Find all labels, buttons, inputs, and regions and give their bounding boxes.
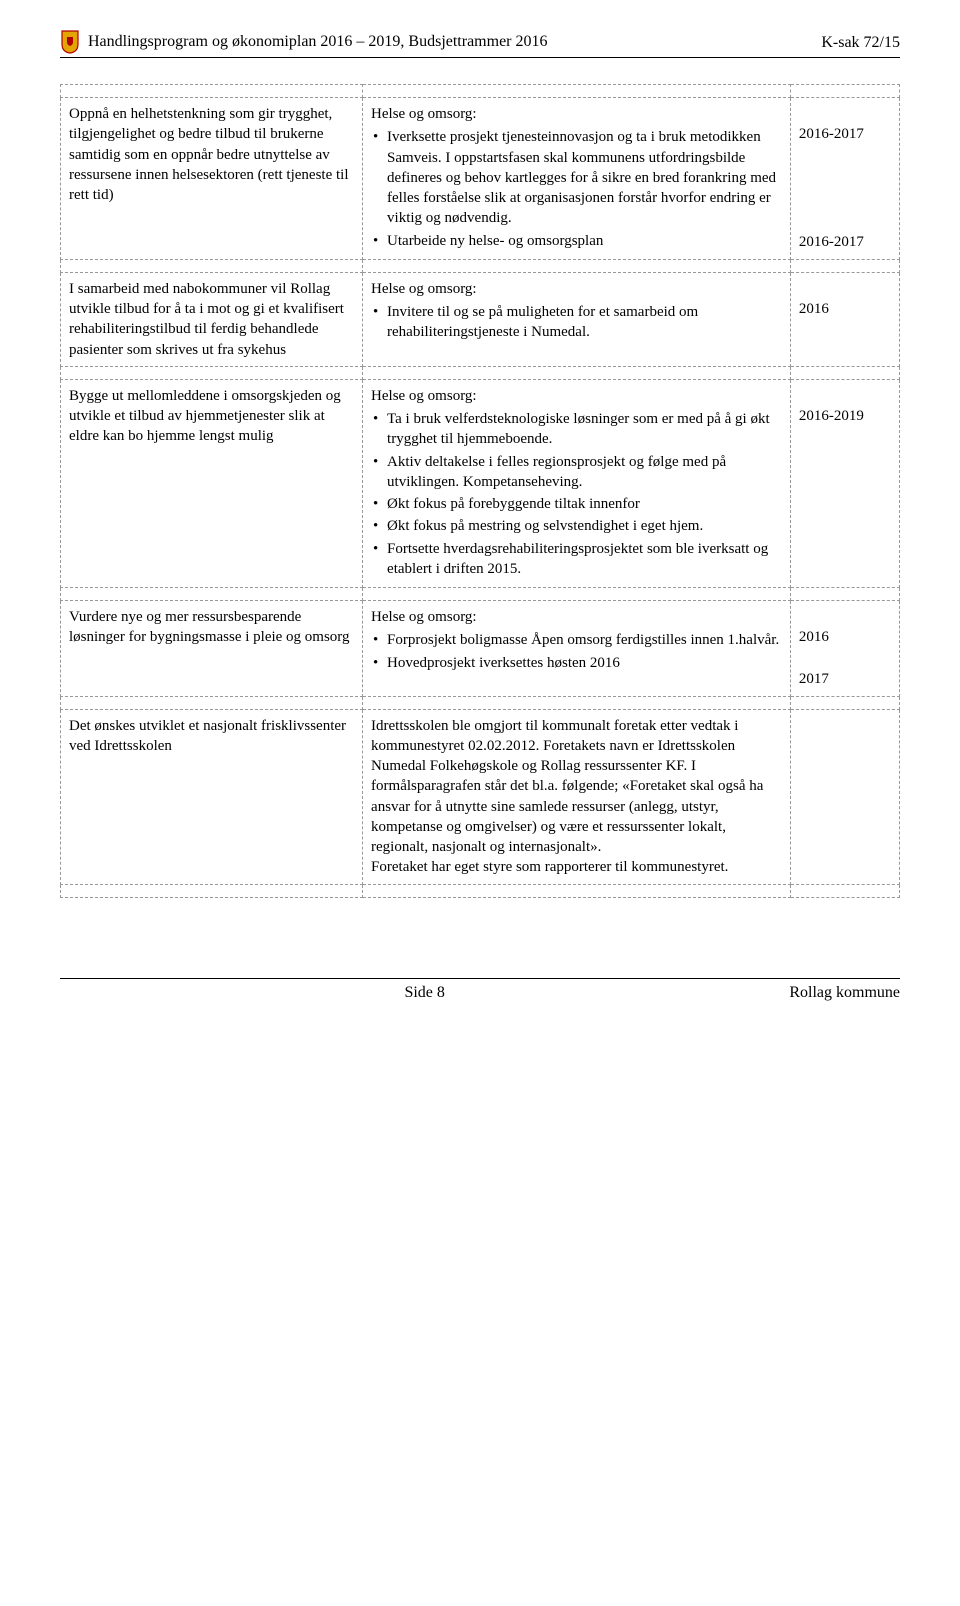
table-spacer-row — [61, 696, 900, 709]
table-spacer-row — [61, 588, 900, 601]
page-footer: Side 8 Rollag kommune — [60, 978, 900, 1004]
table-row: I samarbeid med nabokommuner vil Rollag … — [61, 272, 900, 366]
row-years: 2016 — [790, 272, 899, 366]
year-align-spacer — [799, 279, 891, 299]
row-left-text: Vurdere nye og mer ressursbesparende løs… — [61, 601, 363, 697]
mid-label: Helse og omsorg: — [371, 104, 782, 124]
table-row: Bygge ut mellomleddene i omsorgskjeden o… — [61, 379, 900, 587]
table-row: Oppnå en helhetstenkning som gir trygghe… — [61, 98, 900, 260]
table-cell — [790, 884, 899, 897]
row-years: 2016-2017 2016-2017 — [790, 98, 899, 260]
year-align-spacer — [799, 386, 891, 406]
table-cell — [61, 588, 363, 601]
row-years: 2016 2017 — [790, 601, 899, 697]
table-cell — [790, 85, 899, 98]
shield-icon — [60, 30, 80, 54]
mid-label: Helse og omsorg: — [371, 607, 782, 627]
table-cell — [363, 884, 791, 897]
list-item: Fortsette hverdagsrehabiliteringsprosjek… — [371, 539, 782, 580]
row-mid-content: Helse og omsorg: Iverksette prosjekt tjen… — [363, 98, 791, 260]
year-value: 2016 — [799, 299, 891, 319]
row-left-text: Det ønskes utviklet et nasjonalt friskli… — [61, 709, 363, 884]
year-value: 2016-2019 — [799, 406, 891, 426]
year-value: 2016-2017 — [799, 232, 891, 252]
list-item: Invitere til og se på muligheten for et … — [371, 302, 782, 343]
row-years — [790, 709, 899, 884]
table-spacer-row — [61, 259, 900, 272]
row-mid-content: Helse og omsorg: Ta i bruk velferdsteknol… — [363, 379, 791, 587]
table-spacer-row — [61, 85, 900, 98]
table-cell — [790, 366, 899, 379]
row-left-text: I samarbeid med nabokommuner vil Rollag … — [61, 272, 363, 366]
row-mid-content: Helse og omsorg: Invitere til og se på mu… — [363, 272, 791, 366]
list-item: Ta i bruk velferdsteknologiske løsninger… — [371, 409, 782, 450]
year-align-spacer — [799, 104, 891, 124]
list-item: Aktiv deltakelse i felles regionsprosjek… — [371, 452, 782, 493]
row-mid-content: Helse og omsorg: Forprosjekt boligmasse Å… — [363, 601, 791, 697]
bullet-list: Invitere til og se på muligheten for et … — [371, 302, 782, 343]
table-row: Det ønskes utviklet et nasjonalt friskli… — [61, 709, 900, 884]
footer-org: Rollag kommune — [789, 982, 900, 1004]
table-cell — [61, 85, 363, 98]
bullet-list: Forprosjekt boligmasse Åpen omsorg ferdi… — [371, 630, 782, 673]
table-cell — [363, 588, 791, 601]
table-cell — [363, 85, 791, 98]
list-item: Økt fokus på forebyggende tiltak innenfo… — [371, 494, 782, 514]
table-body: Oppnå en helhetstenkning som gir trygghe… — [61, 85, 900, 898]
table-cell — [790, 259, 899, 272]
list-item: Utarbeide ny helse- og omsorgsplan — [371, 231, 782, 251]
list-item: Iverksette prosjekt tjenesteinnovasjon o… — [371, 127, 782, 228]
table-cell — [790, 588, 899, 601]
mid-label: Helse og omsorg: — [371, 386, 782, 406]
year-value: 2016-2017 — [799, 124, 891, 144]
bullet-list: Iverksette prosjekt tjenesteinnovasjon o… — [371, 127, 782, 251]
header-case-ref: K-sak 72/15 — [821, 32, 900, 54]
year-value: 2016 — [799, 627, 891, 647]
row-left-text: Oppnå en helhetstenkning som gir trygghe… — [61, 98, 363, 260]
list-item: Hovedprosjekt iverksettes høsten 2016 — [371, 653, 782, 673]
bullet-list: Ta i bruk velferdsteknologiske løsninger… — [371, 409, 782, 579]
row-left-text: Bygge ut mellomleddene i omsorgskjeden o… — [61, 379, 363, 587]
table-cell — [790, 696, 899, 709]
table-spacer-row — [61, 366, 900, 379]
list-item: Forprosjekt boligmasse Åpen omsorg ferdi… — [371, 630, 782, 650]
header-title: Handlingsprogram og økonomiplan 2016 – 2… — [88, 31, 548, 53]
table-cell — [61, 259, 363, 272]
table-spacer-row — [61, 884, 900, 897]
row-mid-content: Idrettsskolen ble omgjort til kommunalt … — [363, 709, 791, 884]
footer-page-number: Side 8 — [404, 982, 444, 1004]
list-item: Økt fokus på mestring og selvstendighet … — [371, 516, 782, 536]
table-cell — [61, 366, 363, 379]
content-table: Oppnå en helhetstenkning som gir trygghe… — [60, 84, 900, 898]
mid-paragraph: Idrettsskolen ble omgjort til kommunalt … — [371, 716, 782, 858]
table-cell — [61, 696, 363, 709]
page-container: Handlingsprogram og økonomiplan 2016 – 2… — [0, 0, 960, 1043]
table-cell — [363, 366, 791, 379]
table-row: Vurdere nye og mer ressursbesparende løs… — [61, 601, 900, 697]
table-cell — [363, 259, 791, 272]
year-align-spacer — [799, 607, 891, 627]
table-cell — [61, 884, 363, 897]
page-header: Handlingsprogram og økonomiplan 2016 – 2… — [60, 30, 900, 58]
header-left-group: Handlingsprogram og økonomiplan 2016 – 2… — [60, 30, 548, 54]
mid-label: Helse og omsorg: — [371, 279, 782, 299]
table-cell — [363, 696, 791, 709]
year-value: 2017 — [799, 669, 891, 689]
row-years: 2016-2019 — [790, 379, 899, 587]
mid-paragraph: Foretaket har eget styre som rapporterer… — [371, 857, 782, 877]
